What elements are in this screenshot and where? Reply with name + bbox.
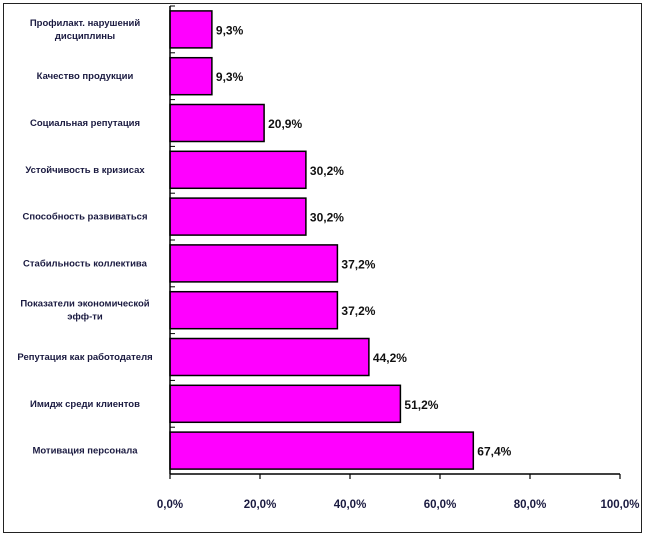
x-tick-label-3: 60,0% — [424, 499, 457, 511]
value-label-9: 51,2% — [404, 398, 438, 412]
value-label-1: 9,3% — [216, 23, 244, 37]
value-label-5: 30,2% — [310, 211, 344, 225]
category-label-1-line-1: Профилакт. нарушений — [30, 18, 141, 29]
bar-10 — [169, 431, 475, 470]
bar-3 — [169, 103, 265, 143]
category-label-3: Социальная репутация — [30, 118, 140, 129]
value-label-10: 67,4% — [477, 445, 511, 459]
category-label-5: Способность развиваться — [23, 212, 148, 223]
x-tick-label-2: 40,0% — [334, 499, 367, 511]
category-label-7-line-1: Показатели экономической — [20, 299, 149, 310]
value-label-4: 30,2% — [310, 164, 344, 178]
bar-5 — [169, 197, 307, 236]
value-label-7: 37,2% — [341, 304, 375, 318]
x-tick-label-0: 0,0% — [157, 499, 183, 511]
bar-6 — [169, 244, 339, 283]
category-label-8: Репутация как работодателя — [17, 352, 152, 363]
bar-2 — [169, 56, 213, 96]
category-label-2: Качество продукции — [37, 71, 134, 82]
value-label-8: 44,2% — [373, 351, 407, 365]
value-label-3: 20,9% — [268, 117, 302, 131]
category-label-1-line-2: дисциплины — [55, 31, 115, 42]
bar-4 — [169, 150, 307, 190]
x-tick-label-1: 20,0% — [244, 499, 277, 511]
value-label-6: 37,2% — [341, 257, 375, 271]
bar-9 — [169, 384, 402, 424]
x-tick-label-4: 80,0% — [514, 499, 547, 511]
x-tick-label-5: 100,0% — [600, 499, 639, 511]
category-label-9: Имидж среди клиентов — [30, 399, 140, 410]
category-label-6: Стабильность коллектива — [23, 258, 148, 269]
bar-1 — [169, 10, 213, 49]
category-label-4: Устойчивость в кризисах — [25, 165, 145, 176]
bar-8 — [169, 337, 370, 377]
category-label-10: Мотивация персонала — [32, 446, 138, 457]
category-label-7-line-2: эфф-ти — [67, 312, 103, 323]
bar-7 — [169, 290, 339, 330]
value-label-2: 9,3% — [216, 70, 244, 84]
